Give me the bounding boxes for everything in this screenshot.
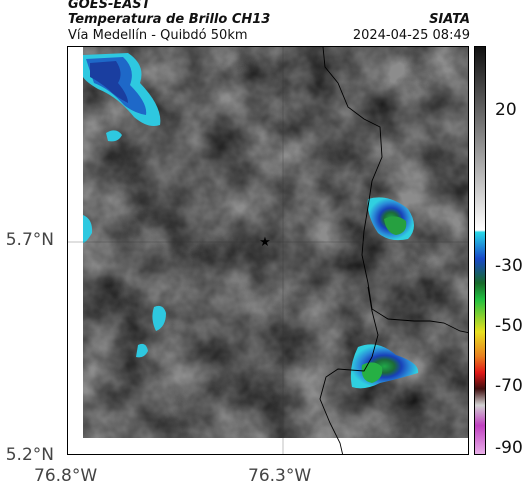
department-border — [322, 47, 468, 334]
brightness-temperature-map: ★ — [68, 47, 468, 454]
colorbar-tick: -90 — [495, 438, 523, 458]
lon-tick-label: 76.3°W — [248, 466, 312, 486]
colorbar-tick: -50 — [495, 316, 523, 336]
cloud-top-east — [367, 197, 414, 241]
lon-tick-label: 76.8°W — [34, 466, 98, 486]
lat-tick-label: 5.7°N — [5, 230, 54, 250]
route-subtitle: Vía Medellín - Quibdó 50km — [68, 28, 248, 43]
temperature-colorbar — [474, 46, 486, 455]
colorbar-tick: -30 — [495, 256, 523, 276]
lat-tick-label: 5.2°N — [5, 445, 54, 465]
agency-label: SIATA — [429, 12, 470, 27]
timestamp-label: 2024-04-25 08:49 — [352, 28, 470, 43]
star-icon: ★ — [259, 235, 271, 250]
cloud-top-small — [83, 130, 166, 358]
department-border-south — [319, 286, 379, 454]
map-panel: ★ — [67, 46, 469, 455]
product-title: Temperatura de Brillo CH13 — [68, 12, 271, 27]
colorbar-tick: 20 — [495, 100, 517, 120]
cloud-top-south — [350, 344, 419, 389]
satellite-label: GOES-EAST — [68, 0, 151, 12]
cloud-top-top-left — [83, 53, 161, 126]
colorbar-tick: -70 — [495, 376, 523, 396]
